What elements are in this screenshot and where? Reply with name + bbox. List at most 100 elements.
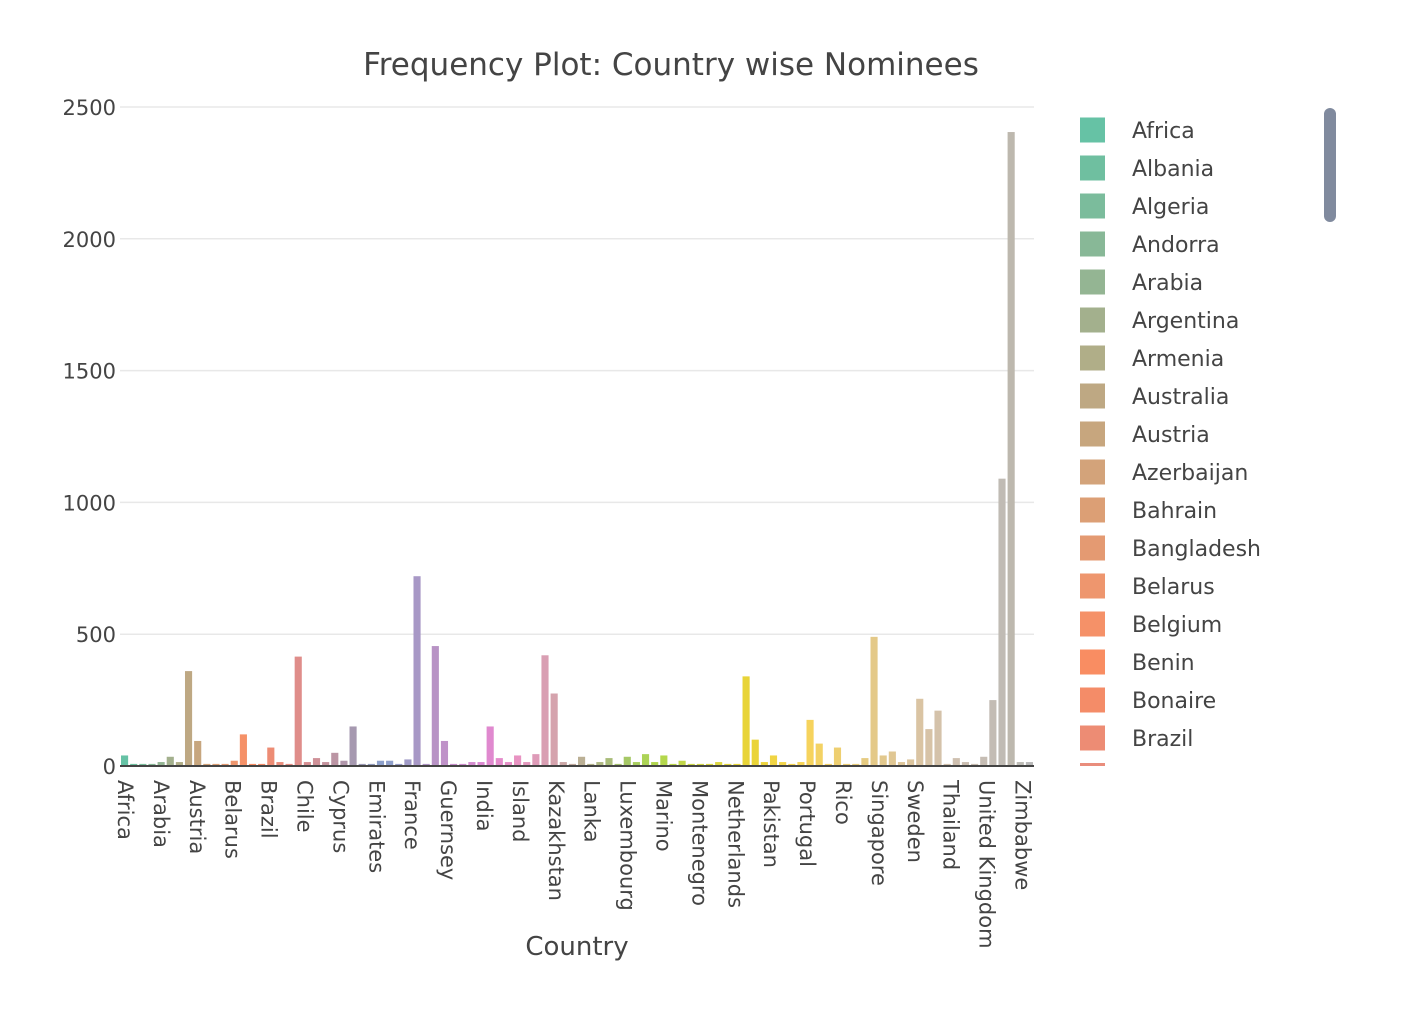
bar[interactable] <box>477 762 485 766</box>
bar[interactable] <box>870 636 878 766</box>
bar[interactable] <box>340 760 348 766</box>
bar[interactable] <box>450 763 458 766</box>
bar[interactable] <box>888 751 896 766</box>
legend-item[interactable]: Belgium <box>1080 611 1222 639</box>
bar[interactable] <box>121 755 129 766</box>
bar[interactable] <box>578 756 586 766</box>
legend-item[interactable]: Brazil <box>1080 725 1193 753</box>
legend[interactable]: Africa Albania Algeria Andorra Arabia Argenti… <box>1080 117 1261 767</box>
bar[interactable] <box>907 759 915 766</box>
bar[interactable] <box>760 762 768 766</box>
bar[interactable] <box>175 762 183 766</box>
bar[interactable] <box>294 656 302 766</box>
bar[interactable] <box>166 756 174 766</box>
bar[interactable] <box>468 762 476 766</box>
bar[interactable] <box>221 763 229 766</box>
bar[interactable] <box>815 743 823 766</box>
bar[interactable] <box>395 763 403 766</box>
bar[interactable] <box>715 762 723 766</box>
bar[interactable] <box>806 719 814 766</box>
bar[interactable] <box>669 763 677 766</box>
bar[interactable] <box>495 758 503 766</box>
bar[interactable] <box>724 763 732 766</box>
legend-item[interactable]: Albania <box>1080 155 1214 183</box>
legend-item[interactable]: Australia <box>1080 383 1229 411</box>
bar[interactable] <box>925 729 933 766</box>
bar[interactable] <box>367 763 375 766</box>
bar[interactable] <box>751 739 759 766</box>
bar[interactable] <box>879 755 887 766</box>
bar[interactable] <box>843 763 851 766</box>
bar[interactable] <box>148 763 156 766</box>
bar[interactable] <box>861 758 869 766</box>
bar[interactable] <box>413 576 421 766</box>
legend-item[interactable]: Austria <box>1080 421 1210 449</box>
bar[interactable] <box>989 700 997 766</box>
bar[interactable] <box>632 762 640 766</box>
bar[interactable] <box>532 754 540 766</box>
bar[interactable] <box>559 762 567 766</box>
bar[interactable] <box>331 752 339 766</box>
legend-item[interactable]: Bangladesh <box>1080 535 1261 563</box>
bar[interactable] <box>404 759 412 766</box>
legend-item[interactable]: Benin <box>1080 649 1195 677</box>
bar[interactable] <box>514 755 522 766</box>
bar[interactable] <box>733 763 741 766</box>
bar[interactable] <box>541 655 549 766</box>
bar[interactable] <box>358 763 366 766</box>
bar[interactable] <box>568 763 576 766</box>
bar[interactable] <box>980 756 988 766</box>
bar[interactable] <box>303 762 311 766</box>
bar[interactable] <box>504 762 513 766</box>
bar[interactable] <box>1025 762 1033 766</box>
bar[interactable] <box>203 763 211 766</box>
bar[interactable] <box>824 763 832 766</box>
bar[interactable] <box>139 763 147 766</box>
bar[interactable] <box>194 740 202 766</box>
bar[interactable] <box>440 740 449 766</box>
bar[interactable] <box>660 755 668 766</box>
legend-item[interactable]: Azerbaijan <box>1080 459 1248 487</box>
bar[interactable] <box>1007 132 1015 767</box>
bar[interactable] <box>696 763 704 766</box>
bar[interactable] <box>349 726 357 766</box>
bar[interactable] <box>651 762 659 766</box>
bar[interactable] <box>184 671 193 766</box>
bar[interactable] <box>285 763 293 766</box>
legend-item[interactable]: Bonaire <box>1080 687 1216 715</box>
bar[interactable] <box>1016 762 1024 766</box>
bar[interactable] <box>998 478 1006 766</box>
bar[interactable] <box>742 676 750 766</box>
bar[interactable] <box>705 763 714 766</box>
bar[interactable] <box>422 763 430 766</box>
bar[interactable] <box>239 734 247 766</box>
bars[interactable] <box>121 132 1033 767</box>
bar[interactable] <box>376 760 385 766</box>
bar[interactable] <box>605 758 613 766</box>
bar[interactable] <box>523 762 531 766</box>
bar[interactable] <box>486 726 494 766</box>
legend-item[interactable]: Belarus <box>1080 573 1215 601</box>
bar[interactable] <box>596 762 604 766</box>
bar[interactable] <box>952 758 960 766</box>
bar[interactable] <box>678 760 686 766</box>
bar[interactable] <box>322 762 330 766</box>
bar[interactable] <box>614 763 622 766</box>
bar[interactable] <box>312 758 321 766</box>
bar[interactable] <box>157 762 165 766</box>
legend-item[interactable]: Arabia <box>1080 269 1203 297</box>
bar[interactable] <box>797 762 805 766</box>
bar[interactable] <box>130 763 138 766</box>
bar[interactable] <box>788 763 796 766</box>
bar[interactable] <box>276 762 284 766</box>
legend-item[interactable]: Bahrain <box>1080 497 1217 525</box>
legend-scrollbar[interactable] <box>1324 108 1336 222</box>
legend-item[interactable]: Algeria <box>1080 193 1209 221</box>
bar[interactable] <box>641 754 650 766</box>
legend-item[interactable]: Armenia <box>1080 345 1224 373</box>
bar[interactable] <box>386 760 394 766</box>
bar[interactable] <box>961 762 970 766</box>
bar[interactable] <box>212 763 220 766</box>
legend-item[interactable]: Argentina <box>1080 307 1239 335</box>
bar[interactable] <box>971 763 979 766</box>
